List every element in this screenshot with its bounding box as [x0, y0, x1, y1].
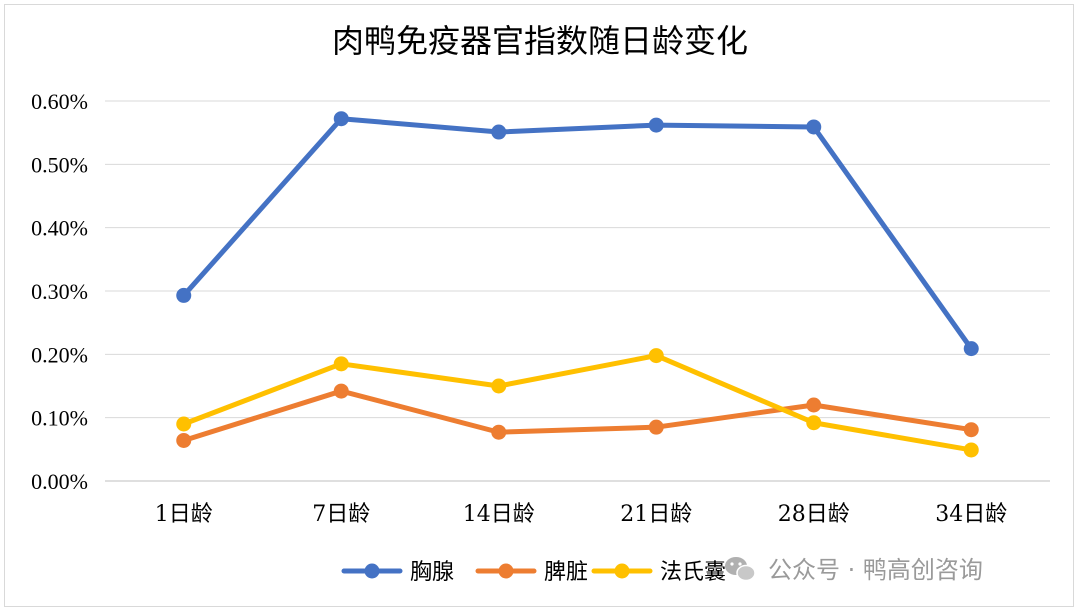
x-tick-label: 21日龄: [620, 502, 692, 527]
y-tick-label: 0.60%: [31, 89, 88, 114]
legend-label: 胸腺: [410, 560, 454, 585]
data-point: [176, 287, 192, 303]
legend-item: 胸腺: [341, 560, 454, 585]
series-3: [176, 348, 979, 458]
legend-swatch-marker: [364, 563, 380, 579]
series-line: [181, 353, 974, 453]
data-point: [806, 119, 822, 135]
wechat-icon: [725, 557, 756, 582]
legend-swatch-marker: [498, 563, 514, 579]
x-tick-label: 7日龄: [312, 502, 370, 527]
y-tick-label: 0.10%: [31, 406, 88, 431]
y-tick-label: 0.40%: [31, 216, 88, 241]
legend-item: 法氏囊: [591, 560, 726, 585]
legend: 胸腺 脾脏 法氏囊: [341, 560, 726, 585]
data-point: [491, 378, 507, 394]
x-tick-label: 28日龄: [778, 502, 850, 527]
data-point: [333, 383, 349, 399]
data-point: [333, 356, 349, 372]
x-tick-label: 14日龄: [463, 502, 535, 527]
data-point: [333, 111, 349, 127]
y-tick-label: 0.00%: [31, 469, 88, 494]
series-line: [181, 116, 974, 352]
data-point: [648, 419, 664, 435]
data-point: [806, 415, 822, 431]
chart-frame: [4, 4, 1074, 607]
watermark: 公众号 · 鸭高创咨询: [725, 556, 983, 584]
data-point: [806, 397, 822, 413]
series-layer: [176, 111, 979, 458]
legend-label: 法氏囊: [660, 560, 726, 585]
data-point: [963, 442, 979, 458]
x-tick-label: 1日龄: [155, 502, 213, 527]
data-point: [963, 422, 979, 438]
data-point: [176, 432, 192, 448]
legend-label: 脾脏: [544, 560, 588, 585]
y-tick-label: 0.30%: [31, 279, 88, 304]
data-point: [491, 124, 507, 140]
chart-title: 肉鸭免疫器官指数随日龄变化: [332, 22, 748, 60]
series-1: [176, 111, 979, 357]
y-tick-label: 0.50%: [31, 152, 88, 177]
data-point: [648, 348, 664, 364]
y-tick-label: 0.20%: [31, 342, 88, 367]
watermark-text: 公众号 · 鸭高创咨询: [768, 556, 983, 584]
x-tick-label: 34日龄: [935, 502, 1007, 527]
data-point: [491, 424, 507, 440]
data-point: [963, 341, 979, 357]
series-line: [181, 388, 974, 443]
y-axis-ticks: 0.00% 0.10% 0.20% 0.30% 0.40% 0.50% 0.60%: [31, 89, 88, 494]
data-point: [176, 416, 192, 432]
legend-item: 脾脏: [475, 560, 588, 585]
legend-swatch-marker: [614, 563, 630, 579]
series-2: [176, 383, 979, 448]
x-axis-ticks: 1日龄 7日龄 14日龄 21日龄 28日龄 34日龄: [155, 502, 1008, 527]
grid-layer: [105, 100, 1050, 482]
data-point: [648, 117, 664, 133]
